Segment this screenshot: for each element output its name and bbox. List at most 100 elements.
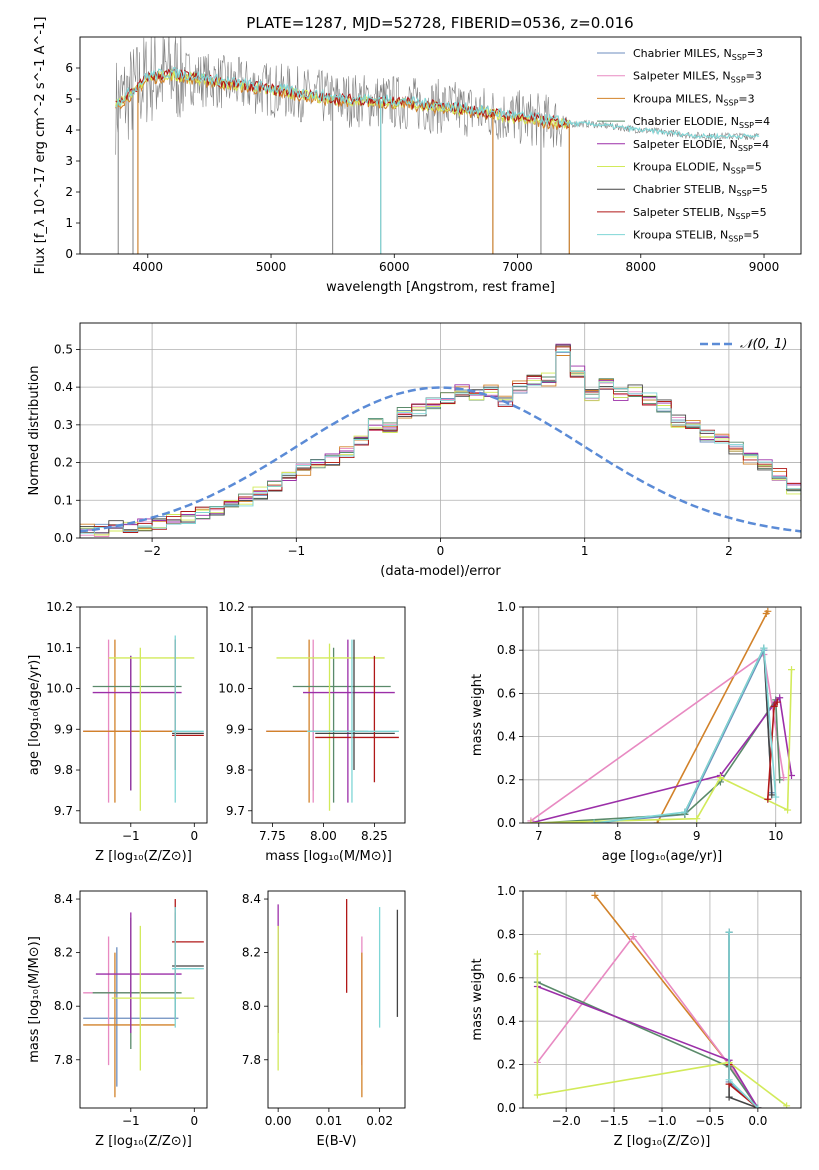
series-line-kroupa_stelib [594,644,777,823]
series-marker [533,1091,541,1099]
y-tick-label: 0.3 [54,418,73,432]
series-marker [591,891,599,899]
panel-massweight_vs_age: 7 8 9 10 0.0 0.2 0.4 0.6 0.8 1.0 age [log₁₀(age/yr… [470,600,802,864]
x-tick-label: −2 [143,544,161,558]
y-tick-label: 9.9 [226,722,245,736]
panel-massweight_vs_Z: −2.0 −1.5 −1.0 −0.5 0.0 0.0 0.2 0.4 0.6 0.8 1.0 Z [… [470,884,802,1149]
data-spectrum-line [115,37,760,155]
series-marker [629,933,637,941]
y-tick-label: 10.1 [218,641,245,655]
series-marker [776,776,784,784]
x-axis-label: (data-model)/error [380,564,501,579]
y-axis-label: Normed distribution [27,366,42,496]
x-tick-label: −1.5 [599,1114,628,1128]
hist-step-salpeter_stelib [80,346,801,534]
hist-step-chabrier_miles [80,351,801,533]
y-tick-label: 9.7 [54,804,73,818]
series-marker [764,795,772,803]
x-tick-label: 0.01 [316,1114,343,1128]
series-marker [527,819,535,823]
series-marker [725,928,733,936]
legend-label: Kroupa STELIB, NSSP=5 [633,229,759,244]
series-marker [590,819,598,823]
x-tick-label: −1 [122,1114,140,1128]
y-tick-label: 8.0 [242,999,261,1013]
x-axis-label: Z [log₁₀(Z/Z⊙)] [95,1134,192,1149]
series-marker [725,1076,733,1084]
y-tick-label: 5 [65,92,73,106]
panel-age_vs_mass: 7.75 8.00 8.25 9.7 9.8 9.9 10.0 10.1 10.2 mass [l… [218,600,406,864]
y-tick-label: 0 [65,247,73,261]
x-tick-label: −1 [287,544,305,558]
legend-label: Kroupa ELODIE, NSSP=5 [633,161,762,176]
y-tick-label: 9.8 [226,763,245,777]
y-axis-label: age [log₁₀(age/yr)] [27,655,42,776]
y-tick-label: 9.8 [54,763,73,777]
y-tick-label: 2 [65,185,73,199]
panel-spectrum: 4000 5000 6000 7000 8000 9000 0 1 2 3 4 5 6 wavelengt… [33,17,802,295]
x-tick-label: 0.02 [366,1114,393,1128]
x-tick-label: 0.00 [265,1114,292,1128]
series-marker [754,1104,762,1108]
series-marker [784,806,792,814]
plot-area [115,37,760,254]
plot-area [83,899,204,1098]
x-axis-label: Z [log₁₀(Z/Z⊙)] [614,1134,711,1149]
series-line-kroupa_elodie [536,953,788,1107]
y-axis-label: mass weight [470,674,485,756]
x-tick-label: 8.25 [361,829,388,843]
legend-label: Chabrier STELIB, NSSP=5 [633,183,768,198]
x-tick-label: −1.0 [647,1114,676,1128]
x-tick-label: 9000 [749,260,780,274]
y-tick-label: 0.6 [497,686,516,700]
x-tick-label: 7 [535,829,543,843]
x-tick-label: 8000 [626,260,657,274]
panel-age_vs_Z: −1 0 9.7 9.8 9.9 10.0 10.1 10.2 Z [log₁₀(Z/Z⊙)] a… [27,600,208,864]
series-marker [780,774,788,782]
panel-residuals: −2 −1 0 1 2 0.0 0.1 0.2 0.3 0.4 0.5 (data-model)/er… [27,322,802,579]
y-tick-label: 10.0 [46,682,73,696]
legend-label: 𝒩(0, 1) [740,337,787,352]
x-axis-label: mass [log₁₀(M/M⊙)] [265,849,392,864]
hist-step-salpeter_miles [80,344,801,537]
y-tick-label: 1 [65,216,73,230]
series-marker [770,702,778,710]
model-line-tail [568,120,760,140]
x-tick-label: 5000 [256,260,287,274]
series-marker [693,815,701,823]
y-axis-label: mass weight [470,958,485,1040]
plot-area [523,607,801,823]
y-tick-label: 8.4 [54,892,73,906]
legend-label: Salpeter MILES, NSSP=3 [633,70,762,85]
y-tick-label: 0.2 [54,456,73,470]
series-marker [788,666,796,674]
model-line-kroupa_miles [115,71,570,130]
y-axis-label: Flux [f_λ 10^-17 erg cm^-2 s^-1 A^-1] [33,17,48,275]
series-marker [681,808,689,816]
x-tick-label: 4000 [133,260,164,274]
y-tick-label: 0.8 [497,927,516,941]
y-tick-label: 1.0 [497,600,516,614]
plot-area [80,323,801,538]
x-tick-label: 1 [581,544,589,558]
legend-label: Chabrier MILES, NSSP=3 [633,47,763,62]
series-marker [776,694,784,702]
series-marker [773,698,781,706]
x-axis-label: E(B-V) [316,1134,356,1149]
hist-step-chabrier_elodie [80,346,801,533]
series-marker [768,791,776,799]
series-marker [760,644,768,652]
y-tick-label: 0.4 [497,1014,516,1028]
hist-step-kroupa_stelib [80,351,801,534]
y-tick-label: 0.4 [497,730,516,744]
y-tick-label: 0.6 [497,971,516,985]
legend-label: Salpeter STELIB, NSSP=5 [633,206,767,221]
series-marker [653,819,661,823]
legend-label: Chabrier ELODIE, NSSP=4 [633,115,770,130]
axes-frame [267,890,406,1109]
y-tick-label: 10.0 [218,682,245,696]
x-tick-label: 2 [725,544,733,558]
y-tick-label: 0.0 [497,816,516,830]
y-tick-label: 8.2 [54,946,73,960]
